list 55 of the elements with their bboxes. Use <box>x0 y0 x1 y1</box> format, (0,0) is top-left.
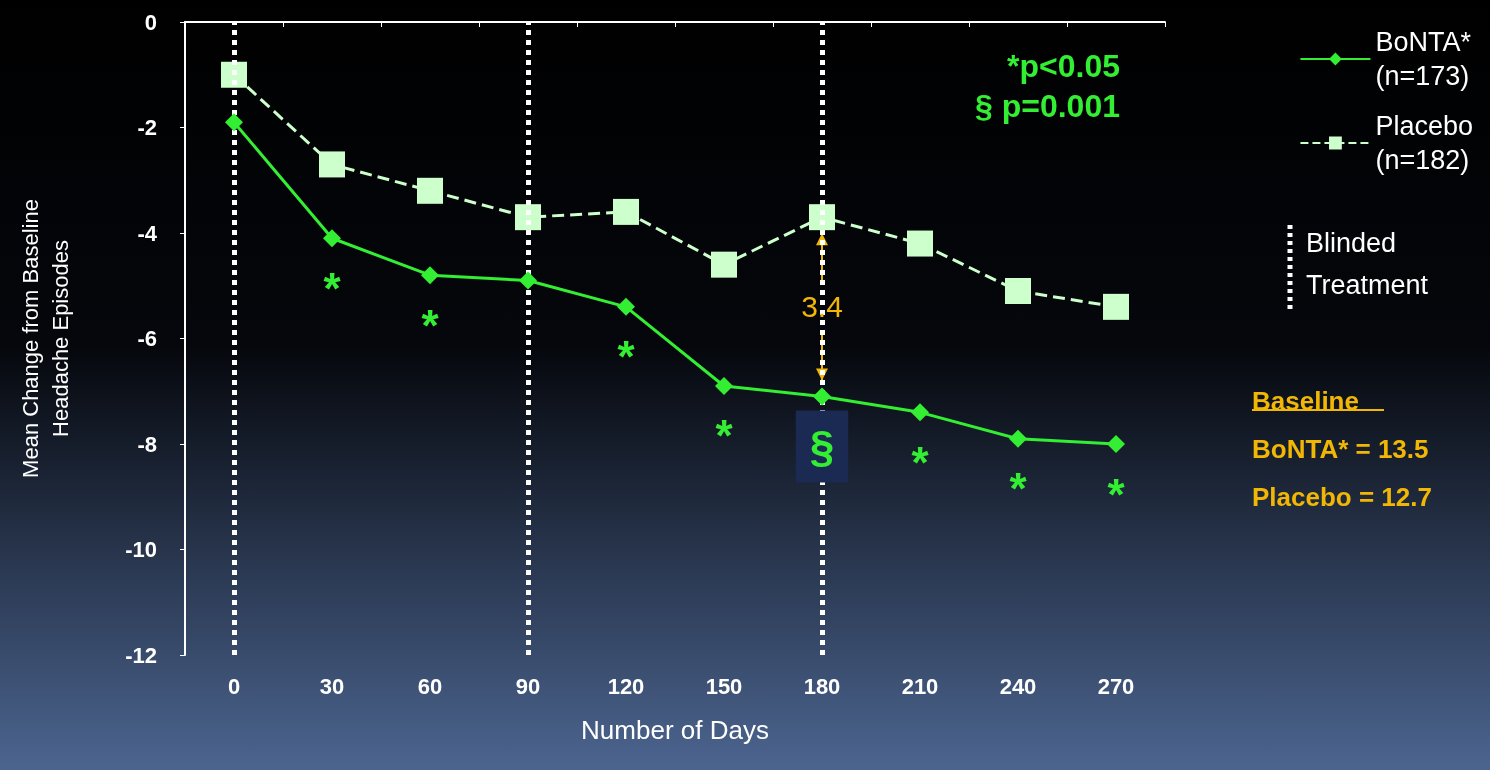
x-tick-label: 30 <box>319 673 345 699</box>
point <box>613 198 639 225</box>
point <box>809 204 835 231</box>
point <box>715 376 733 395</box>
point <box>1103 293 1129 320</box>
annotation: * <box>715 411 734 461</box>
annotation: § p=0.001 <box>975 88 1120 124</box>
point <box>1009 429 1027 448</box>
legend-label: Placebo (n=182) <box>1375 111 1474 175</box>
x-tick-label: 150 <box>705 673 743 699</box>
point <box>323 229 341 248</box>
point <box>1107 435 1125 453</box>
annotation: 3.4 <box>801 290 843 324</box>
annotation: * <box>1107 469 1126 519</box>
x-tick-label: 240 <box>999 673 1037 699</box>
text: Placebo = 12.7 <box>1252 482 1432 512</box>
x-tick-label: 180 <box>803 673 841 699</box>
y-tick-label: 0 <box>144 9 157 35</box>
point <box>417 177 443 204</box>
annotation: * <box>421 300 440 350</box>
y-tick-label: -10 <box>125 537 157 562</box>
x-tick-label: 120 <box>607 673 645 699</box>
annotation: * <box>911 437 930 487</box>
y-tick-label: -4 <box>137 220 158 246</box>
x-tick-label: 210 <box>901 673 939 699</box>
annotation: * <box>323 263 342 313</box>
x-tick-label: 60 <box>417 673 443 699</box>
point <box>1005 278 1031 305</box>
point <box>813 387 831 406</box>
point <box>617 297 635 316</box>
y-tick-label: -6 <box>137 326 157 351</box>
point <box>421 266 439 285</box>
point <box>319 151 345 178</box>
annotation: * <box>617 332 636 382</box>
text: Blinded Treatment <box>1306 228 1429 300</box>
annotation: § <box>809 422 835 472</box>
point <box>711 251 737 278</box>
text: BoNTA* = 13.5 <box>1252 434 1429 464</box>
point <box>911 403 929 422</box>
x-tick-label: 270 <box>1097 673 1135 699</box>
annotation: * <box>1009 464 1028 514</box>
annotation: *p<0.05 <box>1007 48 1120 84</box>
x-tick-label: 0 <box>227 673 241 699</box>
x-axis-title: Number of Days <box>581 715 769 745</box>
y-tick-label: -2 <box>137 115 157 140</box>
point <box>519 271 537 290</box>
y-axis-title: Mean Change from Baseline Headache Episodes <box>17 199 73 478</box>
y-tick-label: -8 <box>137 431 157 457</box>
x-tick-label: 90 <box>515 673 541 699</box>
point <box>221 61 247 88</box>
legend-label: BoNTA* (n=173) <box>1375 27 1472 91</box>
point <box>225 113 243 132</box>
point <box>515 204 541 231</box>
y-tick-label: -12 <box>125 642 157 668</box>
point <box>907 230 933 257</box>
